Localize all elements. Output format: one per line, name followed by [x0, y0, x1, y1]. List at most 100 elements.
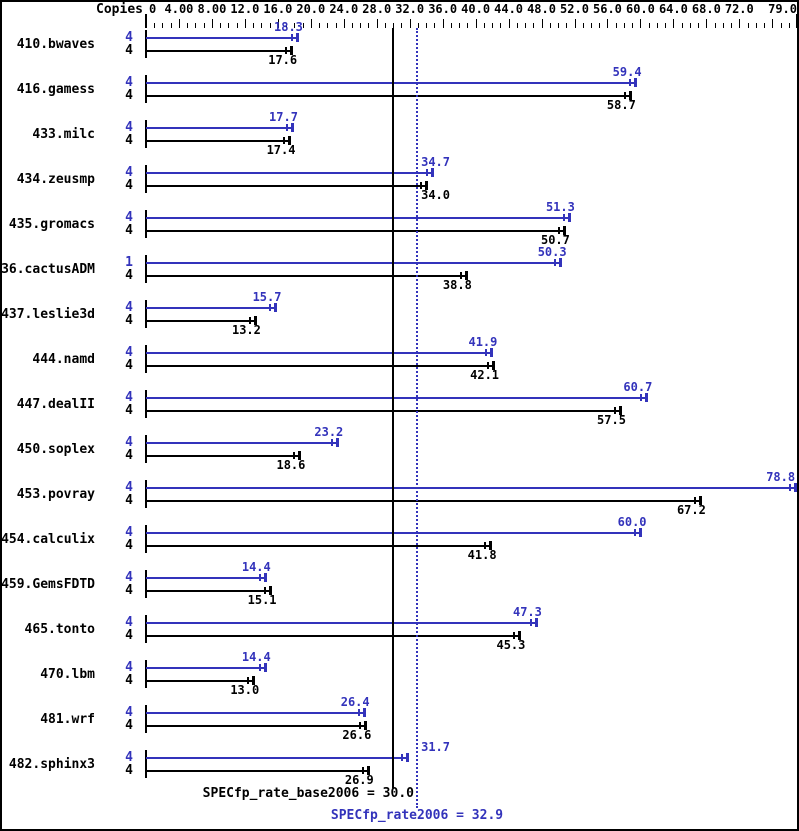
axis-minor-tick: [648, 23, 650, 28]
axis-minor-tick: [492, 23, 494, 28]
axis-minor-tick: [755, 23, 757, 28]
copies-value: 4: [125, 435, 133, 450]
axis-minor-tick: [261, 23, 263, 28]
base-bar: [146, 50, 292, 52]
copies-value: 4: [125, 538, 133, 553]
bar-value-label: 50.7: [540, 233, 570, 247]
copies-value: 4: [125, 268, 133, 283]
benchmark-group: 435.gromacs 4 51.3 4 50.7: [0, 180, 799, 246]
bar-end-cap: [645, 393, 649, 402]
axis-minor-tick: [681, 23, 683, 28]
peak-bar: [146, 127, 292, 129]
copies-value: 4: [125, 300, 133, 315]
group-axis-segment: [145, 660, 147, 688]
copies-value: 4: [125, 210, 133, 225]
bar-value-label: 18.6: [276, 458, 306, 472]
benchmark-label: 436.cactusADM: [0, 262, 95, 277]
axis-tick-label: 0: [149, 2, 157, 16]
axis-tick-label: 44.0: [494, 2, 524, 16]
benchmark-label: 454.calculix: [1, 532, 95, 547]
axis-major-tick: [541, 19, 543, 28]
benchmark-group: 482.sphinx3 4 31.7 4 26.9: [0, 720, 799, 786]
run-mark: [557, 227, 560, 234]
axis-minor-tick: [516, 23, 518, 28]
bar-end-cap: [252, 676, 256, 685]
run-mark: [401, 754, 404, 761]
run-mark: [629, 79, 632, 86]
axis-minor-tick: [582, 23, 584, 28]
axis-minor-tick: [253, 23, 255, 28]
group-axis-segment: [145, 210, 147, 238]
copies-value: 4: [125, 480, 133, 495]
axis-minor-tick: [656, 23, 658, 28]
bar-value-label: 41.8: [467, 548, 497, 562]
copies-value: 4: [125, 583, 133, 598]
peak-bar: [146, 262, 561, 264]
bar-value-label: 13.0: [230, 683, 260, 697]
axis-minor-tick: [566, 23, 568, 28]
benchmark-group: 453.povray 4 78.8 4 67.2: [0, 450, 799, 516]
run-mark: [554, 259, 557, 266]
group-axis-segment: [145, 525, 147, 553]
axis-minor-tick: [467, 23, 469, 28]
run-mark: [640, 394, 643, 401]
group-axis-segment: [145, 255, 147, 283]
bar-value-label: 60.7: [623, 380, 653, 394]
axis-minor-tick: [236, 23, 238, 28]
axis-minor-tick: [590, 23, 592, 28]
group-axis-segment: [145, 165, 147, 193]
bar-value-label: 26.9: [344, 773, 374, 787]
benchmark-label: 447.dealII: [16, 397, 95, 412]
copies-column-header: Copies: [96, 2, 143, 17]
base-bar: [146, 590, 271, 592]
run-mark: [248, 317, 251, 324]
axis-minor-tick: [401, 23, 403, 28]
axis-major-tick: [310, 19, 312, 28]
group-axis-segment: [145, 705, 147, 733]
group-axis-segment: [145, 300, 147, 328]
axis-tick-label: 48.0: [527, 2, 556, 16]
base-mean-label: SPECfp_rate_base2006 = 30.0: [202, 786, 414, 801]
base-bar: [146, 365, 493, 367]
run-mark: [459, 272, 462, 279]
axis-minor-tick: [162, 23, 164, 28]
bar-end-cap: [634, 78, 638, 87]
bar-end-cap: [491, 361, 495, 370]
group-axis-segment: [145, 615, 147, 643]
axis-tick-label: 8.00: [197, 2, 227, 16]
benchmark-group: 450.soplex 4 23.2 4 18.6: [0, 405, 799, 471]
peak-mean-line: [416, 28, 419, 808]
run-mark: [425, 169, 428, 176]
copies-value: 4: [125, 390, 133, 405]
bar-end-cap: [288, 136, 292, 145]
axis-minor-tick: [525, 23, 527, 28]
axis-minor-tick: [426, 23, 428, 28]
axis-minor-tick: [558, 23, 560, 28]
bar-end-cap: [336, 438, 340, 447]
bar-end-cap: [364, 721, 368, 730]
benchmark-label: 437.leslie3d: [1, 307, 95, 322]
run-mark: [634, 529, 637, 536]
bar-end-cap: [295, 33, 299, 42]
axis-major-tick: [343, 19, 345, 28]
benchmark-group: 454.calculix 4 60.0 4 41.8: [0, 495, 799, 561]
bar-value-label: 13.2: [231, 323, 261, 337]
bar-end-cap: [406, 753, 410, 762]
benchmark-group: 416.gamess 4 59.4 4 58.7: [0, 45, 799, 111]
axis-minor-tick: [393, 23, 395, 28]
run-mark: [269, 304, 272, 311]
bar-end-cap: [464, 271, 468, 280]
bar-value-label: 15.1: [247, 593, 277, 607]
axis-minor-tick: [319, 23, 321, 28]
peak-bar: [146, 667, 265, 669]
axis-minor-tick: [483, 23, 485, 28]
copies-value: 4: [125, 313, 133, 328]
axis-minor-tick: [352, 23, 353, 28]
group-axis-segment: [145, 75, 147, 103]
peak-bar: [146, 172, 432, 174]
benchmark-label: 444.namd: [32, 352, 95, 367]
run-mark: [357, 709, 360, 716]
group-axis-segment: [145, 30, 147, 58]
bar-value-label: 34.7: [421, 155, 451, 169]
copies-value: 4: [125, 525, 133, 540]
